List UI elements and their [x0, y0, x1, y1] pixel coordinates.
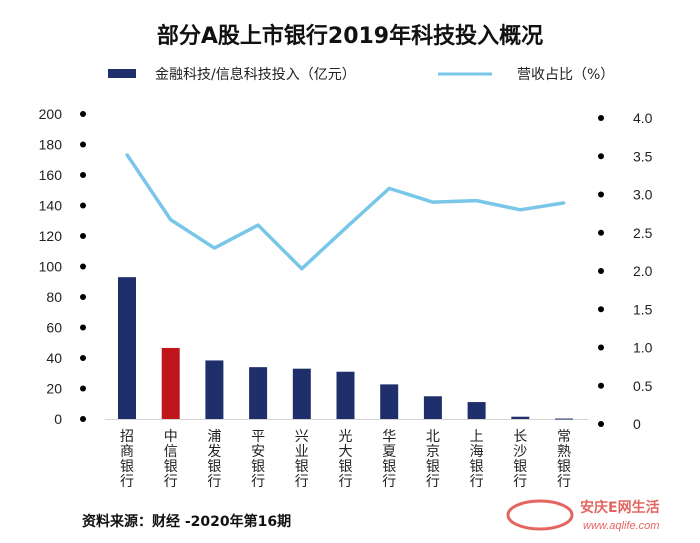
left-tick-dot [80, 324, 86, 331]
bar-1 [118, 277, 136, 419]
right-tick-label: 3.0 [633, 187, 653, 203]
right-tick-label: 0 [633, 416, 641, 432]
watermark-text: 安庆E网生活 [580, 499, 660, 516]
legend-bar-label: 金融科技/信息科技投入（亿元） [155, 66, 356, 83]
bar-series [118, 277, 573, 420]
line-point-10 [518, 208, 522, 212]
left-tick-dot [80, 202, 86, 209]
left-tick-dot [80, 111, 86, 117]
line-point-8 [431, 200, 435, 204]
left-tick-dot [80, 385, 86, 392]
chart-title: 部分A股上市银行2019年科技投入概况 [157, 23, 543, 49]
left-tick-label: 80 [46, 289, 62, 305]
right-tick-dot [598, 229, 604, 236]
category-label: 常熟银行 [557, 429, 571, 490]
left-tick-dot [80, 141, 86, 148]
left-tick-label: 60 [46, 320, 62, 336]
right-tick-dot [598, 115, 604, 121]
right-tick-dot [598, 382, 604, 389]
left-tick-label: 180 [39, 137, 63, 153]
category-label: 华夏银行 [382, 429, 396, 490]
source-note: 资料来源：财经 -2020年第16期 [82, 513, 291, 530]
bar-10 [511, 416, 530, 419]
right-tick-dot [598, 306, 604, 313]
watermark: 安庆E网生活 www.aqlife.com [506, 499, 660, 532]
line-point-7 [387, 186, 391, 190]
right-tick-label: 2.0 [633, 263, 653, 279]
category-label: 上海银行 [470, 429, 484, 490]
line-point-2 [169, 218, 173, 222]
line-point-3 [212, 246, 216, 250]
right-tick-label: 1.0 [633, 340, 653, 356]
bar-4 [249, 367, 268, 419]
line-series [125, 153, 566, 271]
left-tick-label: 100 [39, 259, 63, 275]
right-tick-dot [598, 344, 604, 351]
line-point-6 [344, 226, 347, 230]
line-point-11 [562, 201, 566, 205]
line-point-4 [256, 223, 260, 227]
legend-line-label: 营收占比（%） [517, 67, 614, 83]
category-label: 中信银行 [164, 429, 178, 490]
left-tick-dot [80, 355, 86, 361]
watermark-logo [506, 499, 574, 531]
right-tick-dot [598, 191, 604, 198]
left-tick-dot [80, 263, 86, 270]
legend: 金融科技/信息科技投入（亿元） 营收占比（%） [108, 66, 614, 83]
category-label: 兴业银行 [295, 429, 309, 490]
category-label: 平安银行 [251, 429, 265, 490]
category-label: 长沙银行 [513, 429, 527, 490]
right-tick-dot [598, 421, 604, 427]
category-label: 浦发银行 [207, 429, 221, 490]
right-axis: 4.0 3.5 3.0 2.5 2.0 1.5 1.0 0.5 0 [598, 110, 653, 432]
bar-8 [423, 396, 442, 419]
left-tick-label: 0 [54, 411, 62, 427]
watermark-url: www.aqlife.com [583, 520, 659, 532]
right-tick-label: 4.0 [633, 110, 653, 126]
left-tick-label: 140 [39, 198, 63, 214]
line-point-5 [300, 267, 304, 271]
bar-9 [467, 402, 486, 419]
legend-bar-swatch [108, 69, 136, 78]
bar-6 [336, 371, 355, 419]
left-tick-label: 160 [39, 167, 63, 183]
right-tick-label: 0.5 [633, 378, 653, 394]
bar-3 [205, 360, 224, 419]
category-labels: 招商银行 中信银行 浦发银行 平安银行 兴业银行 光大银行 华夏银行 北京银行 上海银行 长沙银行… [120, 429, 571, 490]
left-tick-label: 40 [46, 350, 62, 366]
left-tick-dot [80, 233, 86, 239]
revenue-share-line [125, 153, 565, 271]
left-tick-dot [80, 172, 86, 178]
bar-7 [380, 384, 399, 419]
bar-5 [292, 368, 311, 419]
line-point-1 [125, 153, 129, 157]
left-tick-dot [80, 294, 86, 300]
right-tick-label: 2.5 [633, 225, 653, 241]
left-tick-label: 120 [39, 228, 63, 244]
line-point-9 [475, 199, 479, 203]
right-tick-label: 1.5 [633, 301, 653, 317]
bar-2 [161, 347, 180, 419]
bar-11 [555, 418, 573, 420]
category-label: 北京银行 [426, 429, 440, 490]
left-tick-label: 20 [46, 381, 62, 397]
right-tick-dot [598, 153, 604, 160]
category-label: 光大银行 [339, 429, 353, 490]
right-tick-label: 3.5 [633, 148, 653, 164]
right-tick-dot [598, 268, 604, 274]
category-label: 招商银行 [120, 429, 134, 490]
left-tick-label: 200 [39, 106, 63, 122]
left-tick-dot [80, 416, 86, 422]
